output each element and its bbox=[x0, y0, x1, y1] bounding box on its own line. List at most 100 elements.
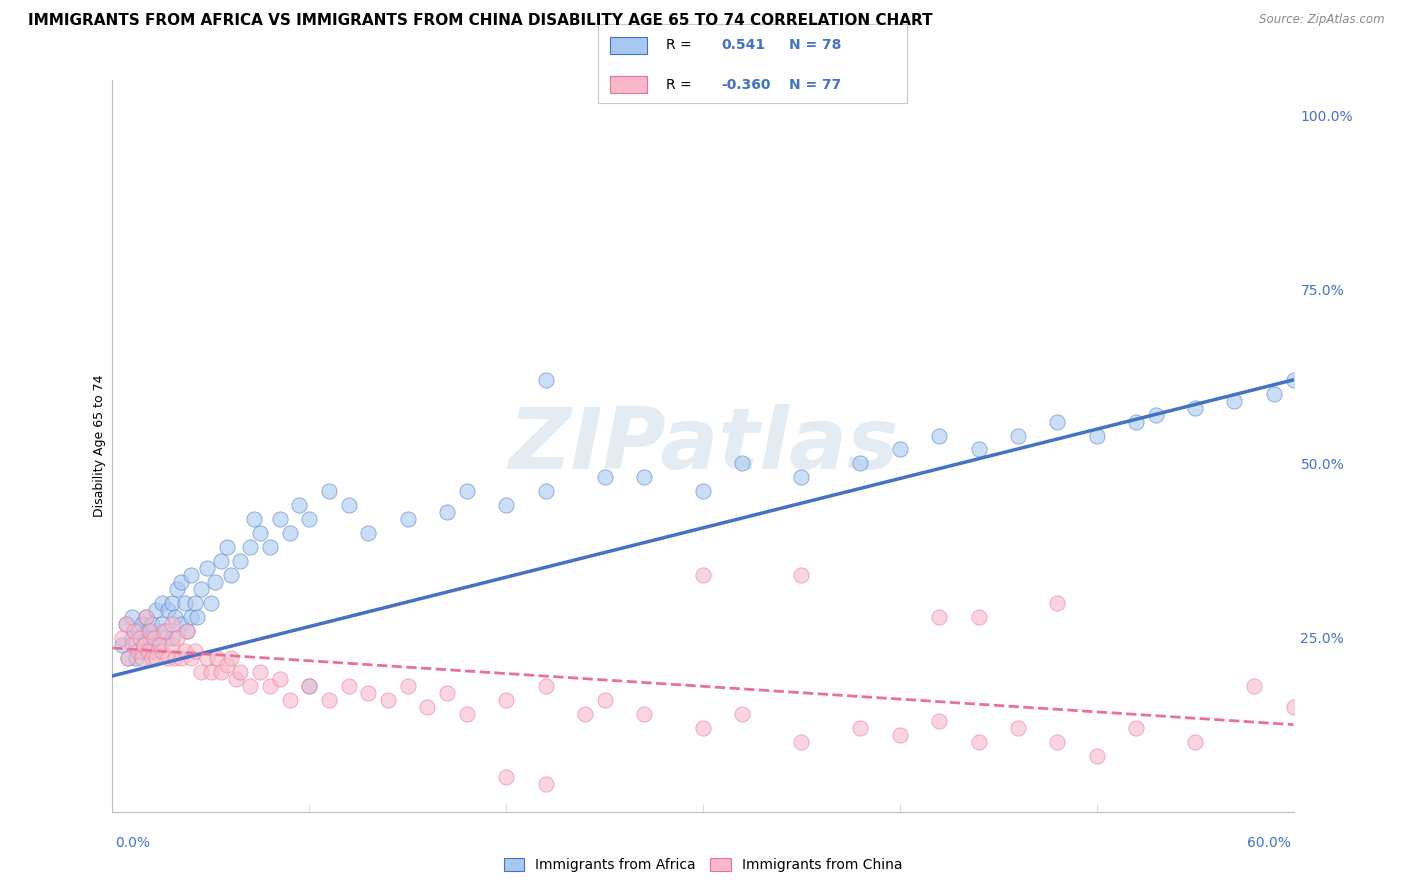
Point bbox=[692, 484, 714, 499]
Point bbox=[200, 665, 222, 680]
Point bbox=[146, 638, 169, 652]
Point bbox=[215, 658, 238, 673]
Point bbox=[135, 609, 157, 624]
Point bbox=[337, 679, 360, 693]
Point bbox=[1046, 415, 1069, 429]
Point bbox=[121, 631, 143, 645]
Point bbox=[928, 428, 950, 442]
Point bbox=[165, 651, 187, 665]
Text: IMMIGRANTS FROM AFRICA VS IMMIGRANTS FROM CHINA DISABILITY AGE 65 TO 74 CORRELAT: IMMIGRANTS FROM AFRICA VS IMMIGRANTS FRO… bbox=[28, 13, 932, 29]
Point bbox=[186, 609, 208, 624]
Point bbox=[436, 686, 458, 700]
Point bbox=[150, 644, 173, 658]
Point bbox=[160, 596, 183, 610]
Point bbox=[1263, 386, 1285, 401]
Point bbox=[160, 631, 183, 645]
Text: N = 77: N = 77 bbox=[789, 78, 842, 92]
Point bbox=[139, 624, 162, 638]
Point bbox=[967, 735, 990, 749]
Text: 0.0%: 0.0% bbox=[115, 836, 150, 850]
Text: 0.541: 0.541 bbox=[721, 38, 765, 53]
Point bbox=[111, 638, 134, 652]
Point bbox=[534, 777, 557, 791]
Point bbox=[967, 442, 990, 457]
Point bbox=[117, 651, 139, 665]
Point bbox=[1007, 428, 1029, 442]
Point bbox=[142, 631, 165, 645]
Point bbox=[298, 679, 321, 693]
Point bbox=[1144, 408, 1167, 422]
Point bbox=[117, 651, 139, 665]
Point bbox=[1085, 749, 1108, 764]
Point bbox=[889, 442, 911, 457]
Point bbox=[318, 484, 340, 499]
Point bbox=[115, 616, 138, 631]
Point bbox=[141, 616, 163, 631]
Point bbox=[141, 651, 163, 665]
Point bbox=[174, 596, 197, 610]
Point bbox=[219, 567, 242, 582]
Point bbox=[456, 484, 478, 499]
Point bbox=[170, 616, 193, 631]
Point bbox=[1243, 679, 1265, 693]
Point bbox=[139, 631, 162, 645]
Point bbox=[204, 574, 226, 589]
Point bbox=[1125, 721, 1147, 735]
Point bbox=[278, 526, 301, 541]
Point bbox=[229, 665, 252, 680]
Point bbox=[132, 638, 155, 652]
Point bbox=[298, 512, 321, 526]
Point bbox=[889, 728, 911, 742]
Point bbox=[156, 651, 179, 665]
Point bbox=[142, 631, 165, 645]
Point bbox=[209, 554, 232, 568]
Point bbox=[790, 735, 813, 749]
Point bbox=[967, 609, 990, 624]
Point bbox=[1046, 596, 1069, 610]
Point bbox=[229, 554, 252, 568]
Point bbox=[593, 470, 616, 484]
Point bbox=[200, 596, 222, 610]
Point bbox=[1125, 415, 1147, 429]
Point bbox=[239, 540, 262, 554]
Point bbox=[928, 609, 950, 624]
Point bbox=[149, 638, 172, 652]
Point bbox=[436, 505, 458, 519]
Point bbox=[150, 596, 173, 610]
Point bbox=[269, 512, 291, 526]
Point bbox=[190, 582, 212, 596]
Point bbox=[1085, 428, 1108, 442]
Point bbox=[849, 457, 872, 471]
Text: N = 78: N = 78 bbox=[789, 38, 842, 53]
Point bbox=[165, 609, 187, 624]
Point bbox=[377, 693, 399, 707]
Point bbox=[633, 707, 655, 722]
Text: -0.360: -0.360 bbox=[721, 78, 770, 92]
Point bbox=[1282, 700, 1305, 714]
Point bbox=[298, 679, 321, 693]
Point bbox=[534, 373, 557, 387]
Point bbox=[692, 721, 714, 735]
Point bbox=[129, 631, 152, 645]
Point bbox=[239, 679, 262, 693]
Point bbox=[122, 624, 145, 638]
Point bbox=[180, 651, 202, 665]
Point bbox=[136, 624, 159, 638]
Point bbox=[495, 770, 517, 784]
Point bbox=[1223, 393, 1246, 408]
FancyBboxPatch shape bbox=[610, 76, 647, 93]
Text: 60.0%: 60.0% bbox=[1247, 836, 1291, 850]
Point bbox=[195, 651, 218, 665]
Point bbox=[215, 540, 238, 554]
Point bbox=[357, 526, 380, 541]
Point bbox=[135, 609, 157, 624]
Point bbox=[495, 693, 517, 707]
Point bbox=[249, 665, 271, 680]
Point bbox=[121, 638, 143, 652]
Point bbox=[574, 707, 596, 722]
Point bbox=[136, 644, 159, 658]
Point bbox=[495, 498, 517, 512]
Point bbox=[456, 707, 478, 722]
Point bbox=[155, 624, 177, 638]
Point bbox=[205, 651, 228, 665]
